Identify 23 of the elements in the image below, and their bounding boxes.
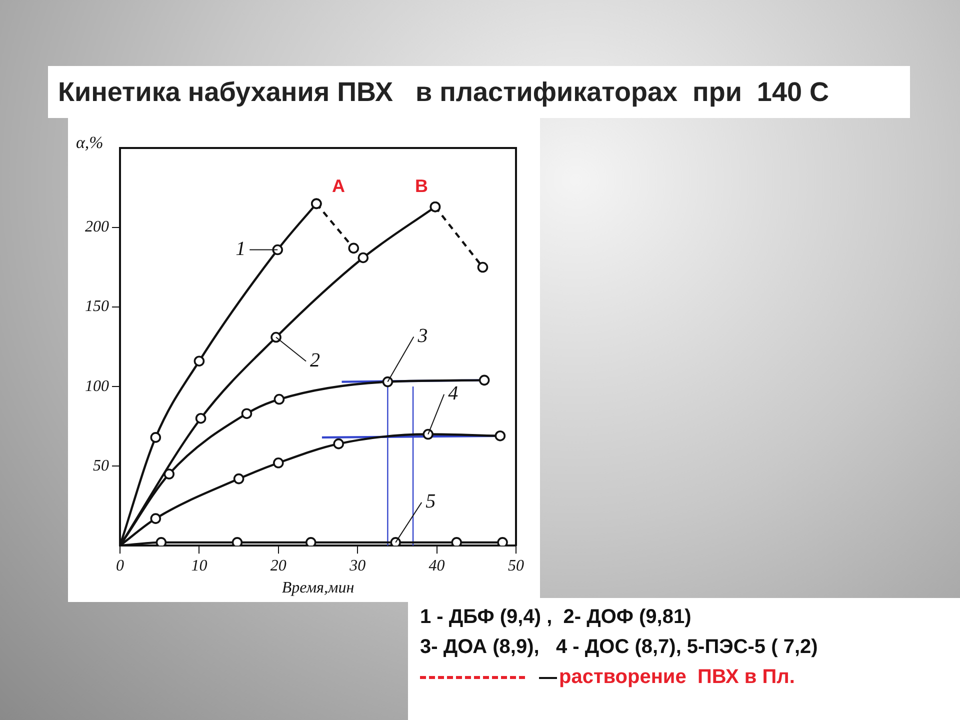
series-label: 3 [416,325,428,348]
y-axis-title: α,% [76,132,104,152]
y-tick-label: 200 [85,218,109,236]
x-tick-label: 40 [428,557,445,574]
x-tick-label: 10 [191,557,208,574]
x-tick-label: 50 [508,557,524,574]
series-label: 1 [236,238,246,260]
series-label: 5 [426,490,436,513]
x-tick-label: 30 [348,557,366,574]
text: 1 - ДБФ (9,4) , 2- ДОФ (9,81) [420,605,692,630]
x-tick-label: 0 [116,557,124,574]
chart-title: Кинетика набухания ПВХ в пластификаторах при 140 С [48,66,910,118]
y-tick-label: 150 [85,298,109,316]
legend-label: 2 [310,350,320,372]
y-tick-label: 50 [93,457,109,474]
x-tick-label: 20 [270,557,286,574]
annotation: A [332,176,345,197]
text: растворение ПВХ в Пл. [559,666,795,688]
x-axis-title: Время,мин [282,580,354,597]
series-label: 4 [448,382,458,405]
y-tick-label: 100 [85,378,109,395]
text: 3- ДОА (8,9), 4 - ДОС (8,7), 5-ПЭС-5 ( 7,2) [420,635,819,660]
annotation: B [415,176,428,197]
